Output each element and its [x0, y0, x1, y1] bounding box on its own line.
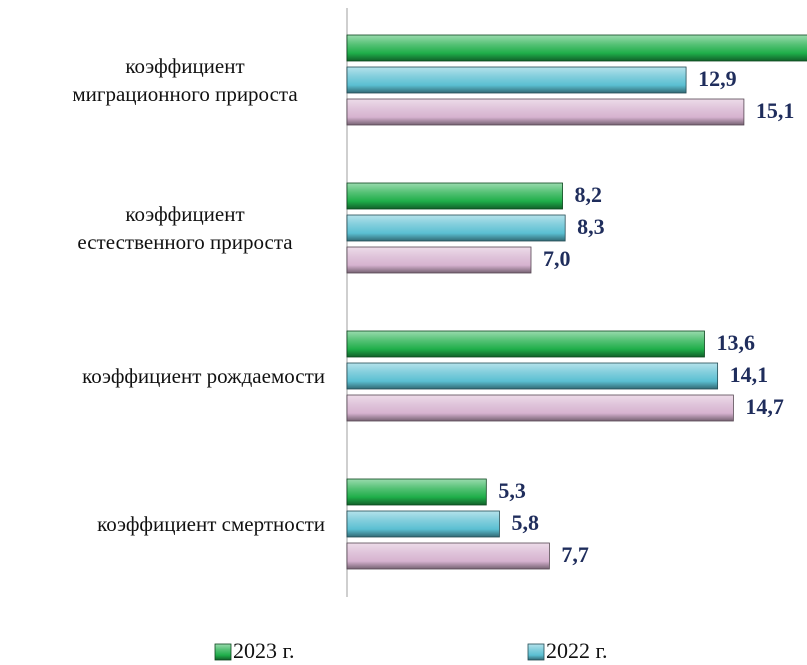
legend-label: 2023 г. [233, 638, 295, 663]
value-label: 5,3 [498, 478, 526, 503]
category-label: коэффициент естественного прироста [77, 202, 293, 254]
bar [346, 246, 532, 274]
value-label: 7,7 [561, 542, 589, 567]
legend-swatch [527, 643, 545, 661]
category-label: коэффициент миграционного прироста [72, 54, 298, 106]
bar [346, 330, 705, 358]
value-label: 14,7 [745, 394, 784, 419]
value-label: 5,8 [511, 510, 539, 535]
category-label: коэффициент рождаемости [82, 364, 325, 388]
category-label: коэффициент смертности [97, 512, 325, 536]
bar [346, 98, 745, 126]
value-label: 8,2 [575, 182, 603, 207]
value-label: 8,3 [577, 214, 605, 239]
value-label: 12,9 [698, 66, 737, 91]
value-label: 15,1 [756, 98, 795, 123]
bar [346, 362, 719, 390]
value-label: 7,0 [543, 246, 571, 271]
bar [346, 182, 563, 210]
value-label: 13,6 [716, 330, 755, 355]
legend-swatch [214, 643, 232, 661]
bar [346, 34, 807, 62]
bar [346, 510, 500, 538]
bar [346, 214, 566, 242]
legend-label: 2022 г. [546, 638, 608, 663]
value-label: 14,1 [730, 362, 769, 387]
bar [346, 66, 687, 94]
bar [346, 478, 487, 506]
bar [346, 394, 734, 422]
bar [346, 542, 550, 570]
